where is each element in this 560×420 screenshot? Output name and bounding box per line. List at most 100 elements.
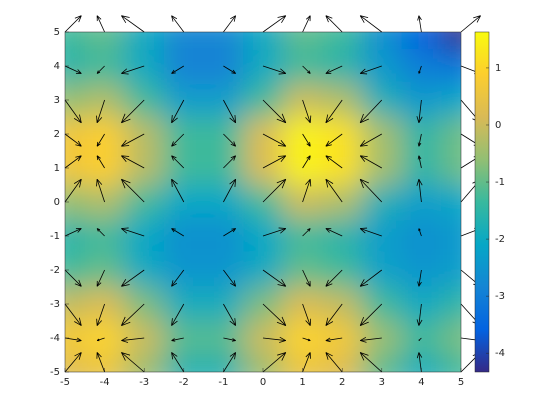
arrow-shaft xyxy=(418,15,422,33)
quiver-arrow xyxy=(223,99,237,124)
quiver-arrow xyxy=(325,65,343,74)
arrow-head xyxy=(360,118,369,124)
arrow-shaft xyxy=(302,269,311,287)
arrow-shaft xyxy=(325,352,343,373)
y-tick-label: 5 xyxy=(54,27,60,38)
arrow-shaft xyxy=(64,99,82,124)
arrow-head xyxy=(121,118,131,124)
heat-cell xyxy=(362,219,403,254)
y-tick-label: -2 xyxy=(50,265,60,276)
quiver-arrow xyxy=(64,15,82,33)
arrow-shaft xyxy=(302,133,311,147)
heat-cell xyxy=(362,117,403,152)
arrow-shaft xyxy=(223,179,236,203)
quiver-arrow xyxy=(325,352,343,373)
arrow-shaft xyxy=(418,352,422,373)
quiver-arrow xyxy=(359,269,383,287)
arrow-head xyxy=(77,155,82,162)
arrow-shaft xyxy=(64,337,82,341)
arrow-shaft xyxy=(121,155,145,169)
arrow-head xyxy=(121,113,126,123)
arrow-head xyxy=(276,178,286,184)
quiver-arrow xyxy=(359,65,382,75)
arrow-shaft xyxy=(96,179,105,203)
arrow-shaft xyxy=(121,337,145,341)
arrow-head xyxy=(78,352,82,360)
arrow-shaft xyxy=(64,352,82,373)
arrow-head xyxy=(325,283,333,287)
arrow-head xyxy=(234,352,237,360)
quiver-arrow xyxy=(359,15,383,33)
arrow-shaft xyxy=(418,303,422,326)
arrow-shaft xyxy=(223,99,236,123)
arrow-shaft xyxy=(262,155,286,169)
arrow-shaft xyxy=(418,155,422,169)
quiver-arrow xyxy=(302,15,311,33)
arrow-head xyxy=(416,352,420,359)
arrow-shaft xyxy=(302,352,311,373)
arrow-shaft xyxy=(359,99,383,124)
quiver-arrow xyxy=(460,15,481,33)
quiver-arrow xyxy=(96,337,105,342)
heat-cell xyxy=(84,355,125,372)
quiver-arrow xyxy=(325,228,343,237)
arrow-shaft xyxy=(262,337,286,341)
arrow-head xyxy=(74,321,82,326)
arrow-head xyxy=(96,155,99,161)
quiver-arrow xyxy=(96,228,105,237)
quiver-arrow xyxy=(417,269,422,287)
arrow-shaft xyxy=(359,303,383,326)
arrow-head xyxy=(121,155,127,163)
x-tick-label: -1 xyxy=(218,377,228,388)
arrow-shaft xyxy=(64,155,82,169)
arrow-head xyxy=(307,71,311,74)
heat-cell xyxy=(282,151,323,186)
arrow-head xyxy=(418,319,423,326)
heat-cell xyxy=(164,321,205,356)
arrow-shaft xyxy=(171,65,185,74)
arrow-shaft xyxy=(171,337,184,341)
arrow-head xyxy=(121,139,127,147)
arrow-head xyxy=(277,15,286,18)
arrow-head xyxy=(325,179,329,188)
arrow-head xyxy=(305,282,311,287)
arrow-head xyxy=(309,115,312,123)
heat-cell xyxy=(322,219,363,254)
arrow-head xyxy=(360,352,369,356)
arrow-head xyxy=(230,143,236,147)
arrow-head xyxy=(325,118,334,124)
quiver-arrow xyxy=(325,155,343,169)
arrow-head xyxy=(96,115,98,123)
arrow-head xyxy=(230,155,236,159)
arrow-shaft xyxy=(223,337,236,341)
arrow-head xyxy=(171,318,173,326)
arrow-shaft xyxy=(325,65,343,74)
heat-cell xyxy=(65,49,86,84)
quiver-arrow xyxy=(302,133,311,147)
heat-cell xyxy=(164,219,205,254)
arrow-head xyxy=(234,179,237,187)
arrow-head xyxy=(121,15,130,18)
arrow-head xyxy=(418,281,422,287)
quiver-arrow xyxy=(325,303,343,326)
heat-cell xyxy=(401,219,442,254)
arrow-head xyxy=(360,155,368,158)
arrow-head xyxy=(359,140,366,147)
arrow-head xyxy=(325,340,331,343)
arrow-shaft xyxy=(460,15,481,33)
quiver-arrow xyxy=(121,269,145,287)
arrow-head xyxy=(171,228,176,230)
arrow-head xyxy=(325,337,331,341)
arrow-head xyxy=(325,321,334,326)
arrow-shaft xyxy=(325,303,343,326)
quiver-arrow xyxy=(359,352,383,373)
arrow-head xyxy=(78,317,82,326)
quiver-arrow xyxy=(96,155,105,169)
arrow-shaft xyxy=(262,269,287,287)
arrow-shaft xyxy=(223,352,236,373)
arrow-head xyxy=(121,15,127,24)
heat-cell xyxy=(441,83,461,118)
quiver-arrow xyxy=(360,336,382,343)
arrow-head xyxy=(281,113,287,123)
arrow-head xyxy=(171,282,178,287)
